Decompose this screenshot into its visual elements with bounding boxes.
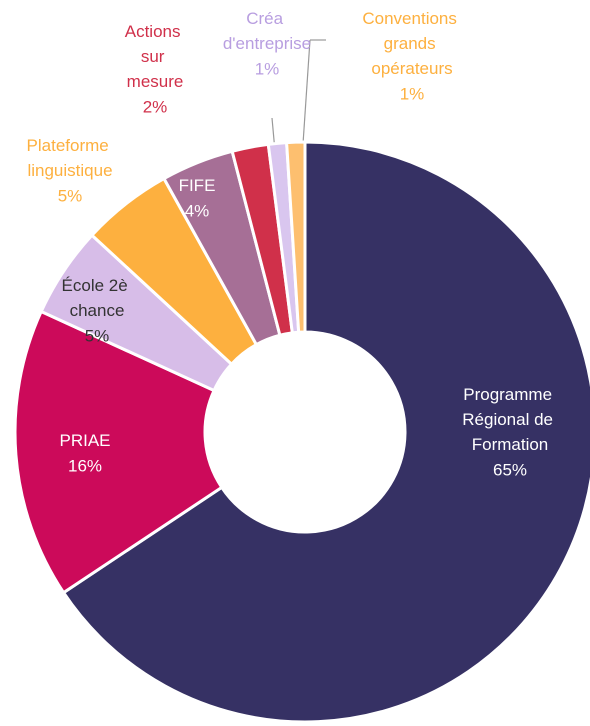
label-line: PRIAE <box>59 431 110 450</box>
label-line: mesure <box>127 72 184 91</box>
label-line: Programme <box>463 385 557 404</box>
slice-label: Programme Régional de Formation <box>462 385 557 454</box>
value-label: 16% <box>68 456 102 475</box>
value-label: 1% <box>255 59 280 78</box>
label-line: FIFE <box>179 176 216 195</box>
label-line: linguistique <box>27 161 112 180</box>
label-line: Conventions <box>362 9 461 28</box>
label-line: Régional de <box>462 410 557 429</box>
value-label: 4% <box>185 201 210 220</box>
label-line: Créa <box>246 9 288 28</box>
slice-label: Conventions grands opérateurs <box>362 9 461 78</box>
value-label: 5% <box>85 326 110 345</box>
label-line: sur <box>141 47 169 66</box>
label-line: École 2è <box>62 276 133 295</box>
slice-label: FIFE <box>179 176 216 195</box>
slice-label: Créa d'entreprise <box>223 9 311 53</box>
value-label: 2% <box>143 97 168 116</box>
label-line: chance <box>70 301 125 320</box>
donut-slice <box>61 140 590 724</box>
label-line: Formation <box>472 435 549 454</box>
value-label: 5% <box>58 186 83 205</box>
donut-slice <box>13 309 224 595</box>
slice-label: École 2è chance <box>62 276 133 320</box>
label-line: Actions <box>125 22 185 41</box>
value-label: 1% <box>400 84 425 103</box>
label-line: opérateurs <box>371 59 452 78</box>
donut-slice <box>285 140 307 334</box>
label-line: Plateforme <box>27 136 114 155</box>
label-line: grands <box>384 34 441 53</box>
label-line: d'entreprise <box>223 34 311 53</box>
value-label: 65% <box>493 460 527 479</box>
slice-label: PRIAE <box>59 431 110 450</box>
slice-label: Actions sur mesure <box>125 22 185 91</box>
slice-label: Plateforme linguistique <box>27 136 114 180</box>
